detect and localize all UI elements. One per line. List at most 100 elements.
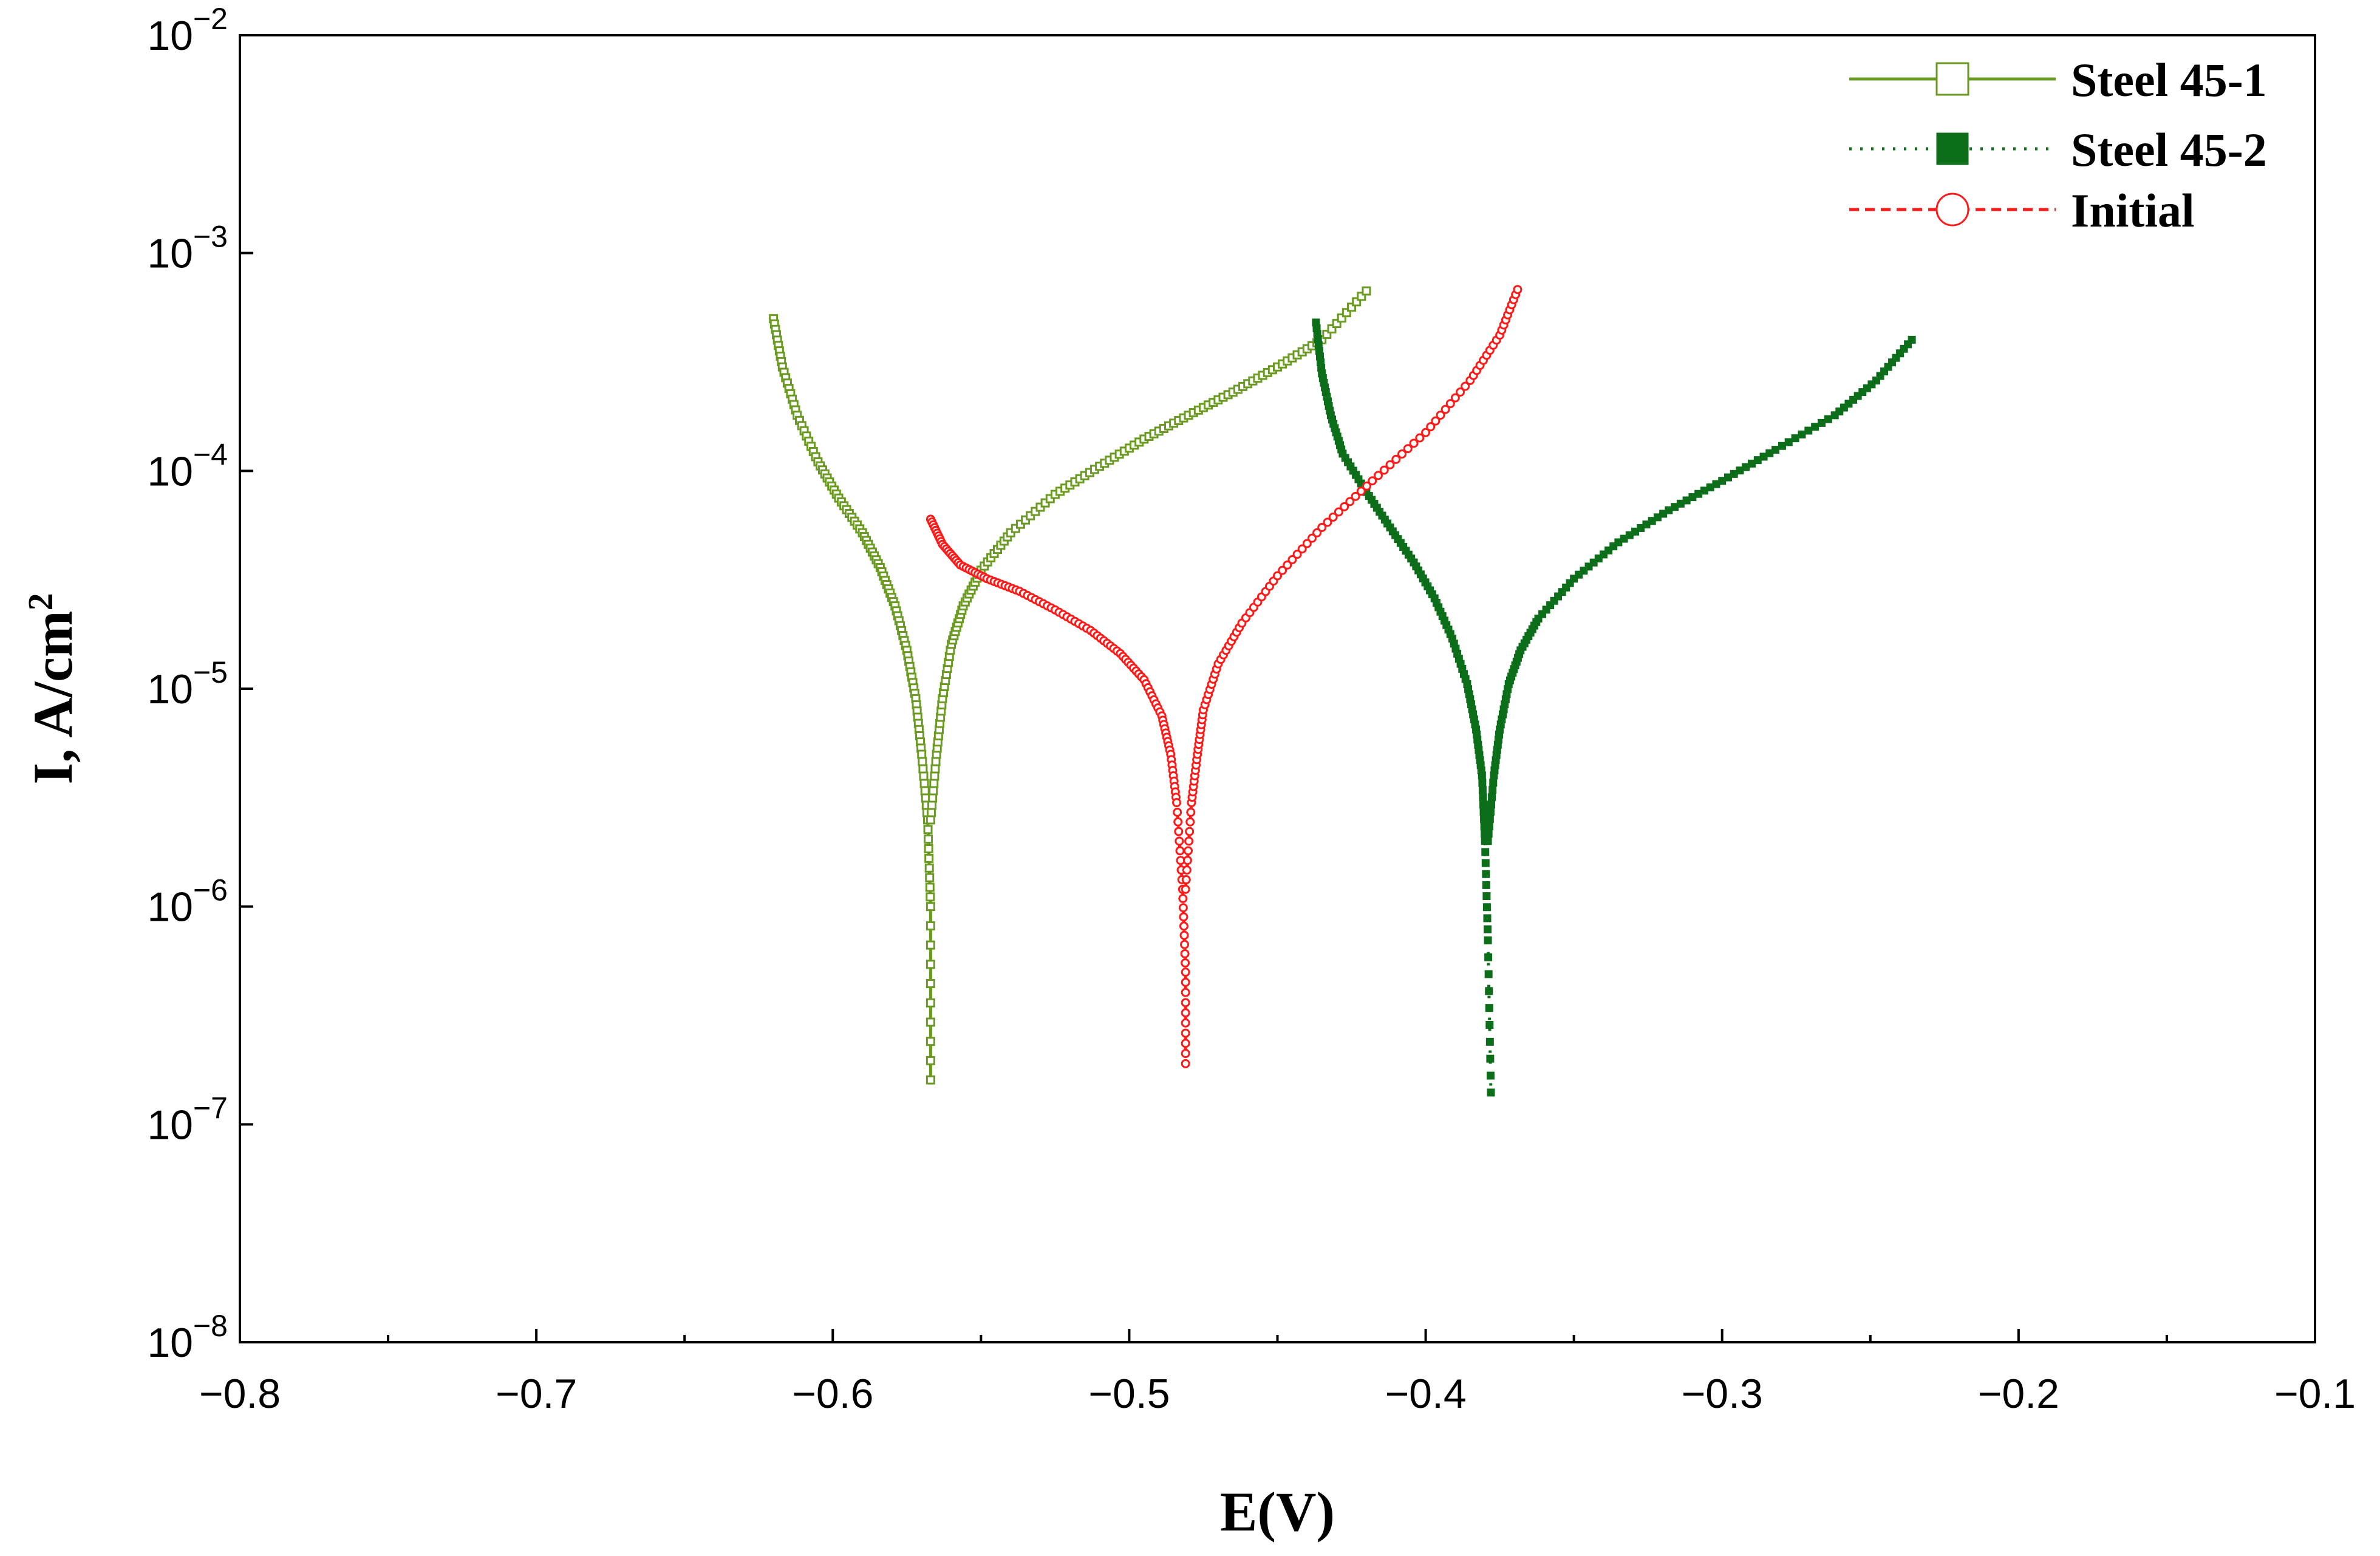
data-point (1421, 428, 1431, 437)
data-point (1479, 808, 1488, 816)
data-point (1317, 522, 1327, 532)
data-point (1482, 903, 1491, 912)
y-tick-label: 10−8 (147, 1309, 228, 1366)
data-point (1181, 884, 1190, 894)
data-point (1175, 846, 1185, 856)
data-point (1181, 1008, 1190, 1018)
data-point (1302, 539, 1312, 548)
data-point (1818, 418, 1826, 427)
data-point (1175, 836, 1184, 846)
y-tick-exponent: −5 (193, 655, 228, 689)
y-tick-base: 10 (147, 448, 193, 494)
data-point (1771, 446, 1780, 454)
y-axis-title-text: I, A/cm (22, 610, 84, 784)
data-point (919, 771, 929, 781)
data-point (924, 863, 934, 873)
data-point (1409, 438, 1419, 448)
data-point (1184, 846, 1193, 856)
data-point (1181, 1039, 1190, 1048)
data-point (1415, 433, 1425, 443)
data-point (1172, 798, 1182, 808)
data-point (1181, 1049, 1190, 1059)
data-point (1292, 550, 1302, 559)
data-point (1436, 411, 1445, 420)
data-point (1804, 426, 1813, 435)
data-point (1307, 533, 1317, 543)
data-point (1181, 977, 1190, 987)
y-tick-exponent: −7 (193, 1091, 228, 1125)
data-point (1445, 399, 1455, 409)
y-tick-exponent: −3 (193, 220, 228, 254)
data-point (919, 779, 929, 788)
data-point (1441, 404, 1450, 414)
y-tick-base: 10 (147, 1102, 193, 1148)
y-axis-title-superscript: 2 (21, 593, 60, 610)
y-tick-label: 10−2 (147, 2, 228, 59)
data-point (1778, 442, 1786, 450)
data-point (929, 779, 939, 788)
y-tick-label: 10−5 (147, 655, 228, 712)
data-point (1481, 848, 1490, 856)
data-point (1478, 786, 1487, 794)
y-tick-base: 10 (147, 1320, 193, 1366)
data-point (930, 764, 940, 774)
y-tick-exponent: −6 (193, 873, 228, 907)
y-tick-base: 10 (147, 231, 193, 277)
data-point (1185, 817, 1195, 827)
data-point (1513, 285, 1522, 295)
data-point (1487, 1088, 1495, 1097)
data-point (1173, 807, 1182, 817)
legend-label: Steel 45-2 (2071, 123, 2267, 176)
data-point (1488, 786, 1497, 794)
y-tick-exponent: −8 (193, 1309, 228, 1343)
y-tick-base: 10 (147, 13, 193, 59)
data-point (1181, 967, 1190, 977)
data-point (924, 834, 933, 844)
data-point (1485, 987, 1493, 995)
y-tick-label: 10−3 (147, 220, 228, 277)
data-point (1484, 936, 1492, 944)
x-tick-label: −0.8 (199, 1371, 281, 1417)
data-point (1287, 555, 1297, 565)
series-layer (769, 285, 1916, 1097)
data-point (1482, 881, 1490, 889)
data-point (930, 771, 939, 781)
legend-item: Steel 45-2 (1849, 123, 2267, 176)
data-point (926, 1075, 935, 1085)
data-point (926, 1056, 935, 1065)
x-axis-title: E(V) (1220, 1481, 1335, 1543)
data-point (1784, 438, 1793, 446)
data-point (1485, 1037, 1494, 1046)
data-point (931, 757, 941, 766)
y-tick-label: 10−7 (147, 1091, 228, 1148)
data-point (1178, 893, 1188, 903)
data-point (926, 940, 935, 950)
data-point (926, 892, 935, 902)
data-point (923, 825, 933, 834)
data-point (1486, 808, 1495, 816)
data-point (920, 786, 930, 796)
data-point (926, 1037, 935, 1046)
data-point (1178, 903, 1188, 913)
x-tick-label: −0.5 (1088, 1371, 1170, 1417)
data-point (1345, 497, 1355, 507)
data-point (1478, 779, 1487, 787)
data-point (1283, 560, 1292, 570)
data-point (1373, 471, 1383, 480)
data-point (1181, 1059, 1190, 1068)
data-point (1450, 393, 1460, 403)
data-point (1351, 491, 1360, 501)
x-tick-label: −0.4 (1385, 1371, 1466, 1417)
y-tick-labels: 10−210−310−410−510−610−710−8 (147, 2, 228, 1366)
data-point (1181, 998, 1190, 1008)
data-point (1485, 822, 1493, 831)
data-point (1482, 870, 1490, 878)
data-point (925, 882, 935, 892)
data-point (1908, 335, 1916, 344)
data-point (1431, 416, 1441, 426)
data-point (926, 998, 935, 1008)
data-point (1484, 953, 1493, 961)
axis-ticks (239, 34, 2316, 1343)
legend-marker (1936, 132, 1969, 165)
